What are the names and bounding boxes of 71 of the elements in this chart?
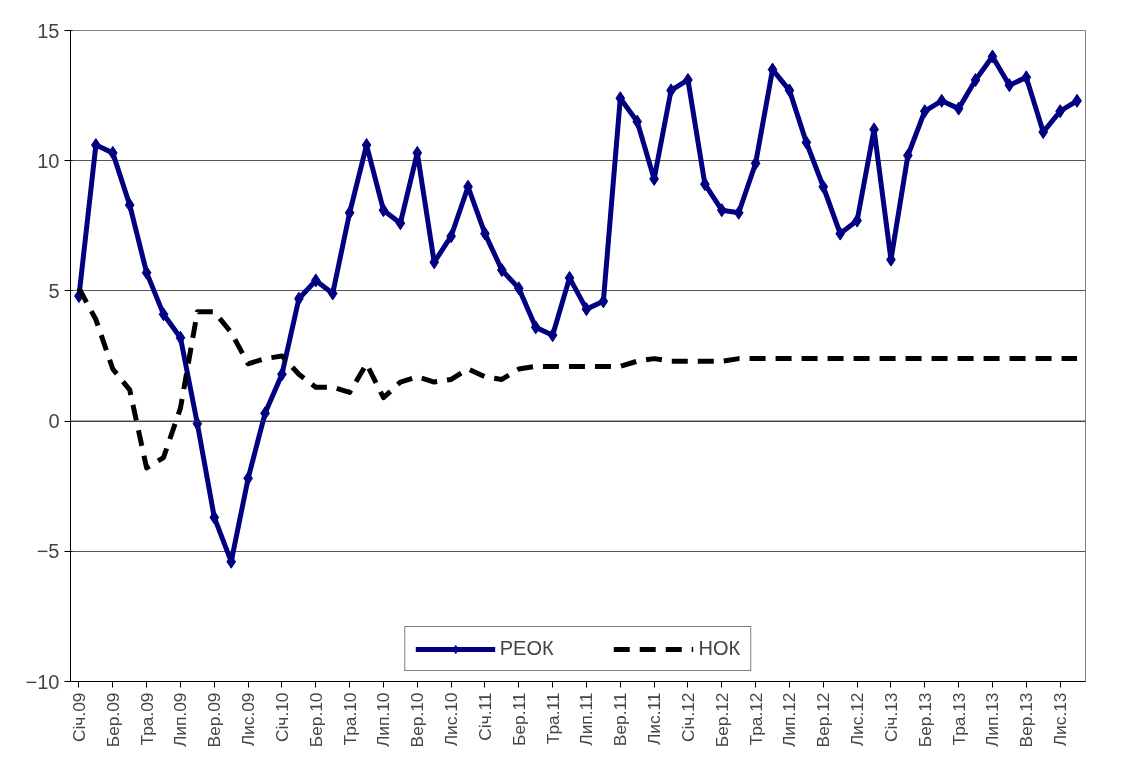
x-tick-label: Тра.13 bbox=[948, 692, 969, 746]
x-tick-label: Тра.10 bbox=[339, 692, 360, 746]
point bbox=[581, 302, 592, 317]
x-tick-label: Січ.13 bbox=[880, 692, 901, 742]
point bbox=[378, 203, 389, 218]
x-tick-label: Бер.10 bbox=[305, 692, 326, 748]
legend-label: НОК bbox=[698, 637, 741, 660]
point bbox=[733, 205, 744, 220]
point bbox=[987, 49, 998, 64]
point bbox=[547, 328, 558, 343]
point bbox=[784, 83, 795, 98]
point bbox=[953, 101, 964, 116]
point bbox=[801, 135, 812, 150]
point bbox=[919, 104, 930, 119]
point bbox=[598, 294, 609, 309]
x-tick-label: Січ.09 bbox=[68, 692, 89, 742]
x-tick-label: Лип.10 bbox=[373, 692, 394, 748]
x-tick-label: Лис.11 bbox=[644, 692, 665, 746]
point bbox=[158, 307, 169, 322]
x-tick-label: Вер.11 bbox=[610, 692, 631, 747]
point bbox=[1038, 125, 1049, 140]
x-tick-label: Тра.11 bbox=[542, 692, 563, 745]
x-tick-label: Тра.12 bbox=[745, 692, 766, 746]
point bbox=[107, 145, 118, 160]
point bbox=[209, 510, 220, 525]
point bbox=[1021, 70, 1032, 85]
point bbox=[936, 93, 947, 108]
point bbox=[327, 286, 338, 301]
point bbox=[175, 330, 186, 345]
x-tick-label: Вер.12 bbox=[813, 692, 834, 748]
x-tick-label: Лис.13 bbox=[1050, 692, 1071, 747]
x-tick-label: Січ.11 bbox=[474, 692, 495, 741]
point bbox=[395, 216, 406, 231]
y-tick-label: 15 bbox=[37, 19, 60, 42]
y-tick-label: 5 bbox=[48, 279, 60, 302]
point bbox=[1004, 78, 1015, 93]
x-tick-label: Січ.12 bbox=[677, 692, 698, 742]
point bbox=[530, 320, 541, 335]
x-tick-label: Вер.13 bbox=[1016, 692, 1037, 748]
point bbox=[632, 114, 643, 129]
x-tick-label: Бер.11 bbox=[508, 692, 529, 746]
x-tick-label: Лип.13 bbox=[982, 692, 1003, 748]
point bbox=[513, 281, 524, 296]
point bbox=[124, 197, 135, 212]
x-tick-label: Січ.10 bbox=[271, 692, 292, 742]
x-tick-label: Бер.12 bbox=[711, 692, 732, 748]
x-tick-label: Лис.09 bbox=[238, 692, 259, 747]
point bbox=[750, 156, 761, 171]
y-tick-label: 10 bbox=[37, 149, 60, 172]
point bbox=[192, 416, 203, 431]
x-tick-label: Вер.10 bbox=[407, 692, 428, 748]
x-tick-label: Бер.13 bbox=[914, 692, 935, 748]
point bbox=[970, 72, 981, 87]
x-tick-label: Лис.10 bbox=[441, 692, 462, 747]
x-tick-label: Бер.09 bbox=[102, 692, 123, 748]
x-tick-label: Вер.09 bbox=[204, 692, 225, 748]
y-tick-label: −10 bbox=[25, 670, 60, 693]
point bbox=[818, 179, 829, 194]
point bbox=[344, 205, 355, 220]
point bbox=[716, 203, 727, 218]
legend-label: РЕОК bbox=[499, 637, 554, 660]
point bbox=[141, 265, 152, 280]
x-tick-label: Лип.12 bbox=[779, 692, 800, 748]
x-tick-label: Тра.09 bbox=[136, 692, 157, 746]
y-tick-label: 0 bbox=[48, 410, 60, 433]
y-tick-label: −5 bbox=[36, 540, 60, 563]
x-tick-label: Лис.12 bbox=[847, 692, 868, 747]
point bbox=[310, 273, 321, 288]
point bbox=[835, 226, 846, 241]
x-tick-label: Лип.11 bbox=[576, 692, 597, 746]
x-tick-label: Лип.09 bbox=[170, 692, 191, 748]
